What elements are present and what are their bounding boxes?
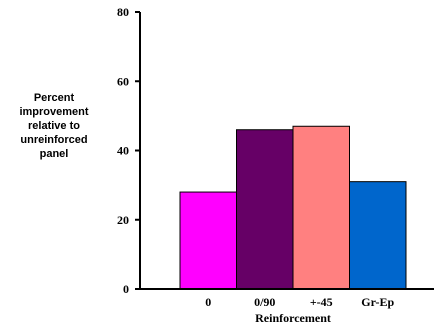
bar: [236, 129, 294, 290]
bar: [179, 191, 237, 290]
y-axis-label-line: Percent: [34, 92, 75, 104]
y-tick-label: 0: [123, 282, 129, 296]
y-axis-label-line: relative to: [28, 120, 80, 132]
x-tick-label: +-45: [310, 295, 333, 309]
y-axis-ticks: 0 20 40 60 80: [117, 5, 140, 296]
y-axis-label-line: improvement: [19, 106, 88, 118]
y-tick-label: 80: [117, 5, 129, 19]
x-axis-title: Reinforcement: [255, 311, 331, 325]
y-axis-label-line: unreinforced: [20, 134, 87, 146]
x-axis-ticks: 0 0/90 +-45 Gr-Ep: [205, 295, 394, 309]
x-tick-label: 0: [205, 295, 211, 309]
x-tick-label: Gr-Ep: [361, 295, 394, 309]
y-axis-label-line: panel: [40, 148, 69, 160]
bar: [349, 181, 407, 290]
bars: [179, 125, 407, 290]
x-tick-label: 0/90: [254, 295, 275, 309]
y-tick-label: 20: [117, 213, 129, 227]
y-tick-label: 40: [117, 144, 129, 158]
y-axis-label: Percent improvement relative to unreinforce…: [19, 92, 88, 160]
y-tick-label: 60: [117, 74, 129, 88]
bar: [292, 125, 350, 290]
